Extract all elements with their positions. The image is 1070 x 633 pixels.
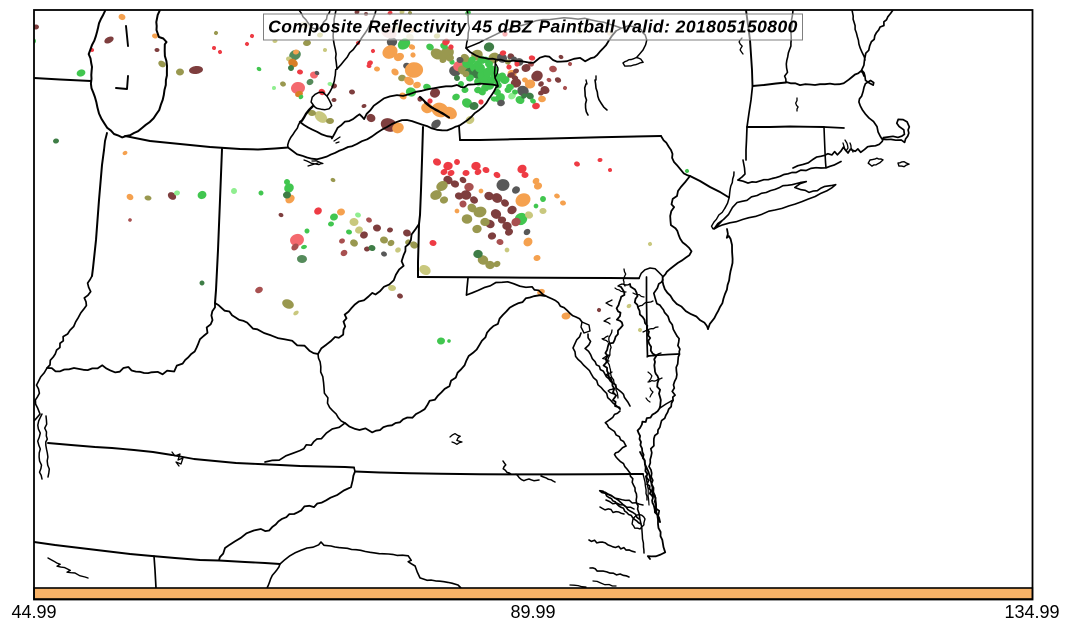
svg-text:44.99: 44.99 (11, 602, 56, 622)
svg-text:Composite Reflectivity 45 dBZ: Composite Reflectivity 45 dBZ Paintball … (268, 17, 798, 37)
svg-text:134.99: 134.99 (1004, 602, 1059, 622)
svg-text:89.99: 89.99 (510, 602, 555, 622)
